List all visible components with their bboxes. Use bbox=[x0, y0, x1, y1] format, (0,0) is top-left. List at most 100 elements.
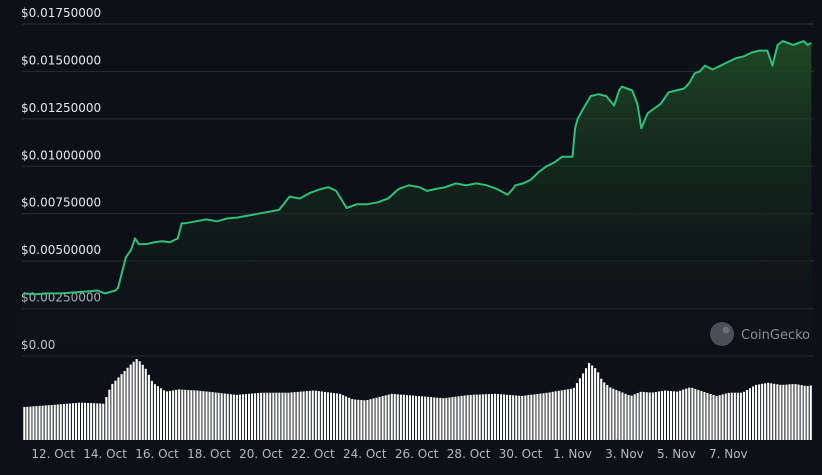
volume-bar bbox=[496, 394, 499, 440]
volume-bar bbox=[442, 398, 445, 440]
volume-bar bbox=[524, 395, 527, 440]
x-tick-label: 3. Nov bbox=[605, 447, 644, 461]
volume-bar bbox=[548, 392, 551, 440]
volume-bar bbox=[612, 388, 615, 440]
x-tick-label: 7. Nov bbox=[709, 447, 748, 461]
volume-bar bbox=[56, 404, 59, 440]
volume-bar bbox=[235, 394, 238, 440]
volume-bar bbox=[354, 399, 357, 440]
volume-bar bbox=[557, 390, 560, 440]
volume-bar bbox=[293, 392, 296, 440]
volume-bar bbox=[284, 392, 287, 440]
volume-bar bbox=[275, 392, 278, 440]
volume-bar bbox=[296, 391, 299, 440]
volume-bar bbox=[742, 391, 745, 440]
volume-bar bbox=[527, 395, 530, 440]
volume-bar bbox=[402, 394, 405, 440]
volume-bar bbox=[779, 384, 782, 440]
volume-bar bbox=[575, 383, 578, 440]
volume-bar bbox=[427, 396, 430, 440]
volume-bar bbox=[408, 395, 411, 440]
volume-bar bbox=[178, 389, 181, 440]
volume-bar bbox=[752, 386, 755, 440]
volume-bar bbox=[111, 383, 114, 440]
volume-bar bbox=[260, 392, 263, 440]
volume-bar bbox=[238, 394, 241, 440]
volume-bar bbox=[430, 397, 433, 440]
y-tick-label: $0.01000000 bbox=[21, 148, 101, 162]
volume-bar bbox=[721, 394, 724, 440]
volume-bar bbox=[448, 397, 451, 440]
volume-bar bbox=[421, 396, 424, 440]
volume-bar bbox=[615, 389, 618, 440]
volume-bar bbox=[469, 394, 472, 440]
volume-bar bbox=[736, 392, 739, 440]
volume-bar bbox=[65, 403, 68, 440]
volume-bar bbox=[712, 395, 715, 440]
volume-bar bbox=[32, 406, 35, 440]
volume-bar bbox=[636, 393, 639, 440]
volume-bar bbox=[657, 391, 660, 440]
volume-bar bbox=[545, 392, 548, 440]
volume-bar bbox=[533, 394, 536, 440]
volume-bar bbox=[663, 390, 666, 440]
volume-bar bbox=[251, 393, 254, 440]
volume-bar bbox=[503, 394, 506, 440]
volume-bar bbox=[563, 389, 566, 440]
volume-bar bbox=[114, 380, 117, 440]
volume-bar bbox=[187, 390, 190, 440]
volume-bar bbox=[68, 403, 71, 440]
y-tick-label: $0.01250000 bbox=[21, 101, 101, 115]
volume-bar bbox=[730, 392, 733, 440]
volume-bar bbox=[627, 395, 630, 440]
price-line bbox=[23, 40, 812, 296]
volume-bar bbox=[135, 359, 138, 440]
volume-bar bbox=[569, 388, 572, 440]
volume-bar bbox=[357, 399, 360, 440]
x-tick-label: 5. Nov bbox=[657, 447, 696, 461]
volume-bar bbox=[105, 397, 108, 440]
y-tick-label: $0.00500000 bbox=[21, 243, 101, 257]
volume-bar bbox=[487, 394, 490, 440]
volume-bar bbox=[169, 390, 172, 440]
volume-bar bbox=[521, 395, 524, 440]
volume-bar bbox=[700, 390, 703, 440]
volume-bar bbox=[217, 392, 220, 440]
volume-bar bbox=[436, 397, 439, 440]
volume-bar bbox=[372, 398, 375, 440]
volume-bar bbox=[47, 405, 50, 440]
volume-bar bbox=[272, 392, 275, 440]
volume-bar bbox=[396, 394, 399, 440]
x-tick-label: 1. Nov bbox=[553, 447, 592, 461]
volume-bar bbox=[806, 386, 809, 440]
volume-bar bbox=[797, 384, 800, 440]
volume-bar bbox=[74, 403, 77, 440]
volume-bar bbox=[71, 403, 74, 440]
volume-bar bbox=[257, 393, 260, 440]
volume-bar bbox=[214, 392, 217, 440]
volume-bar bbox=[800, 385, 803, 440]
volume-bar bbox=[618, 391, 621, 440]
x-tick-label: 18. Oct bbox=[187, 447, 231, 461]
volume-bar bbox=[278, 392, 281, 440]
volume-bar bbox=[381, 396, 384, 440]
volume-bar bbox=[578, 378, 581, 440]
volume-bar bbox=[248, 393, 251, 440]
volume-bar bbox=[648, 392, 651, 440]
volume-bar bbox=[433, 397, 436, 440]
volume-bar bbox=[794, 384, 797, 440]
volume-bar bbox=[411, 395, 414, 440]
volume-bar bbox=[530, 394, 533, 440]
volume-bar bbox=[38, 405, 41, 440]
volume-bar bbox=[175, 389, 178, 440]
volume-bar bbox=[670, 391, 673, 440]
volume-bar bbox=[597, 372, 600, 440]
volume-bar bbox=[600, 378, 603, 440]
volume-bar bbox=[773, 383, 776, 440]
volume-bar bbox=[642, 391, 645, 440]
volume-bar bbox=[745, 390, 748, 440]
volume-bar bbox=[351, 399, 354, 440]
volume-bar bbox=[339, 393, 342, 440]
volume-bar bbox=[342, 395, 345, 440]
